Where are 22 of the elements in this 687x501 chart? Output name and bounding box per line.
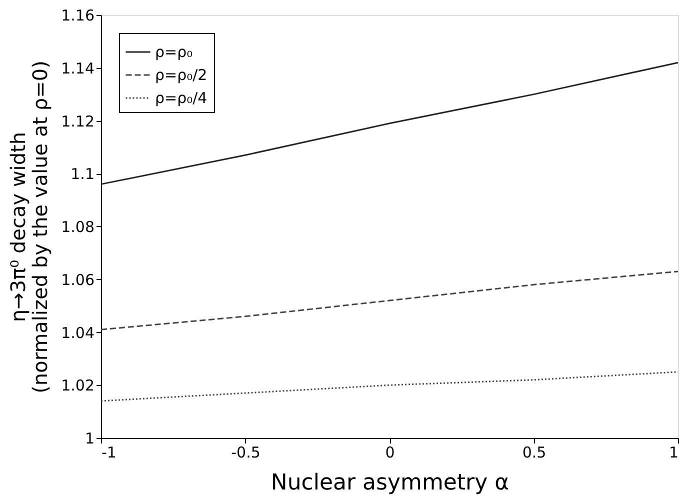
y-tick-label: 1 xyxy=(84,430,94,448)
x-tick-label: 1 xyxy=(668,444,678,462)
y-tick-label: 1.1 xyxy=(70,165,94,184)
x-tick-label: -1 xyxy=(102,444,116,462)
y-tick-label: 1.04 xyxy=(61,324,94,342)
legend-label: ρ=ρ₀/4 xyxy=(155,89,208,107)
y-tick-label: 1.08 xyxy=(61,218,94,236)
x-tick-label: -0.5 xyxy=(231,444,260,462)
y-tick-label: 1.14 xyxy=(61,59,94,78)
y-tick-label: 1.06 xyxy=(61,270,94,289)
line-series xyxy=(100,62,679,185)
legend-label: ρ=ρ₀ xyxy=(155,43,193,61)
line-series xyxy=(100,270,679,330)
y-tick-label: 1.02 xyxy=(61,376,94,395)
y-tick-label: 1.16 xyxy=(61,6,94,24)
x-tick-label: 0 xyxy=(385,444,395,462)
y-tick-label: 1.12 xyxy=(61,112,94,130)
line-series xyxy=(100,371,679,402)
legend-label: ρ=ρ₀/2 xyxy=(155,66,208,84)
y-axis-title: η→3π⁰ decay width (normalized by the value at ρ=0) xyxy=(6,60,52,394)
x-axis-title: Nuclear asymmetry α xyxy=(270,470,510,496)
x-tick-label: 0.5 xyxy=(522,444,546,462)
